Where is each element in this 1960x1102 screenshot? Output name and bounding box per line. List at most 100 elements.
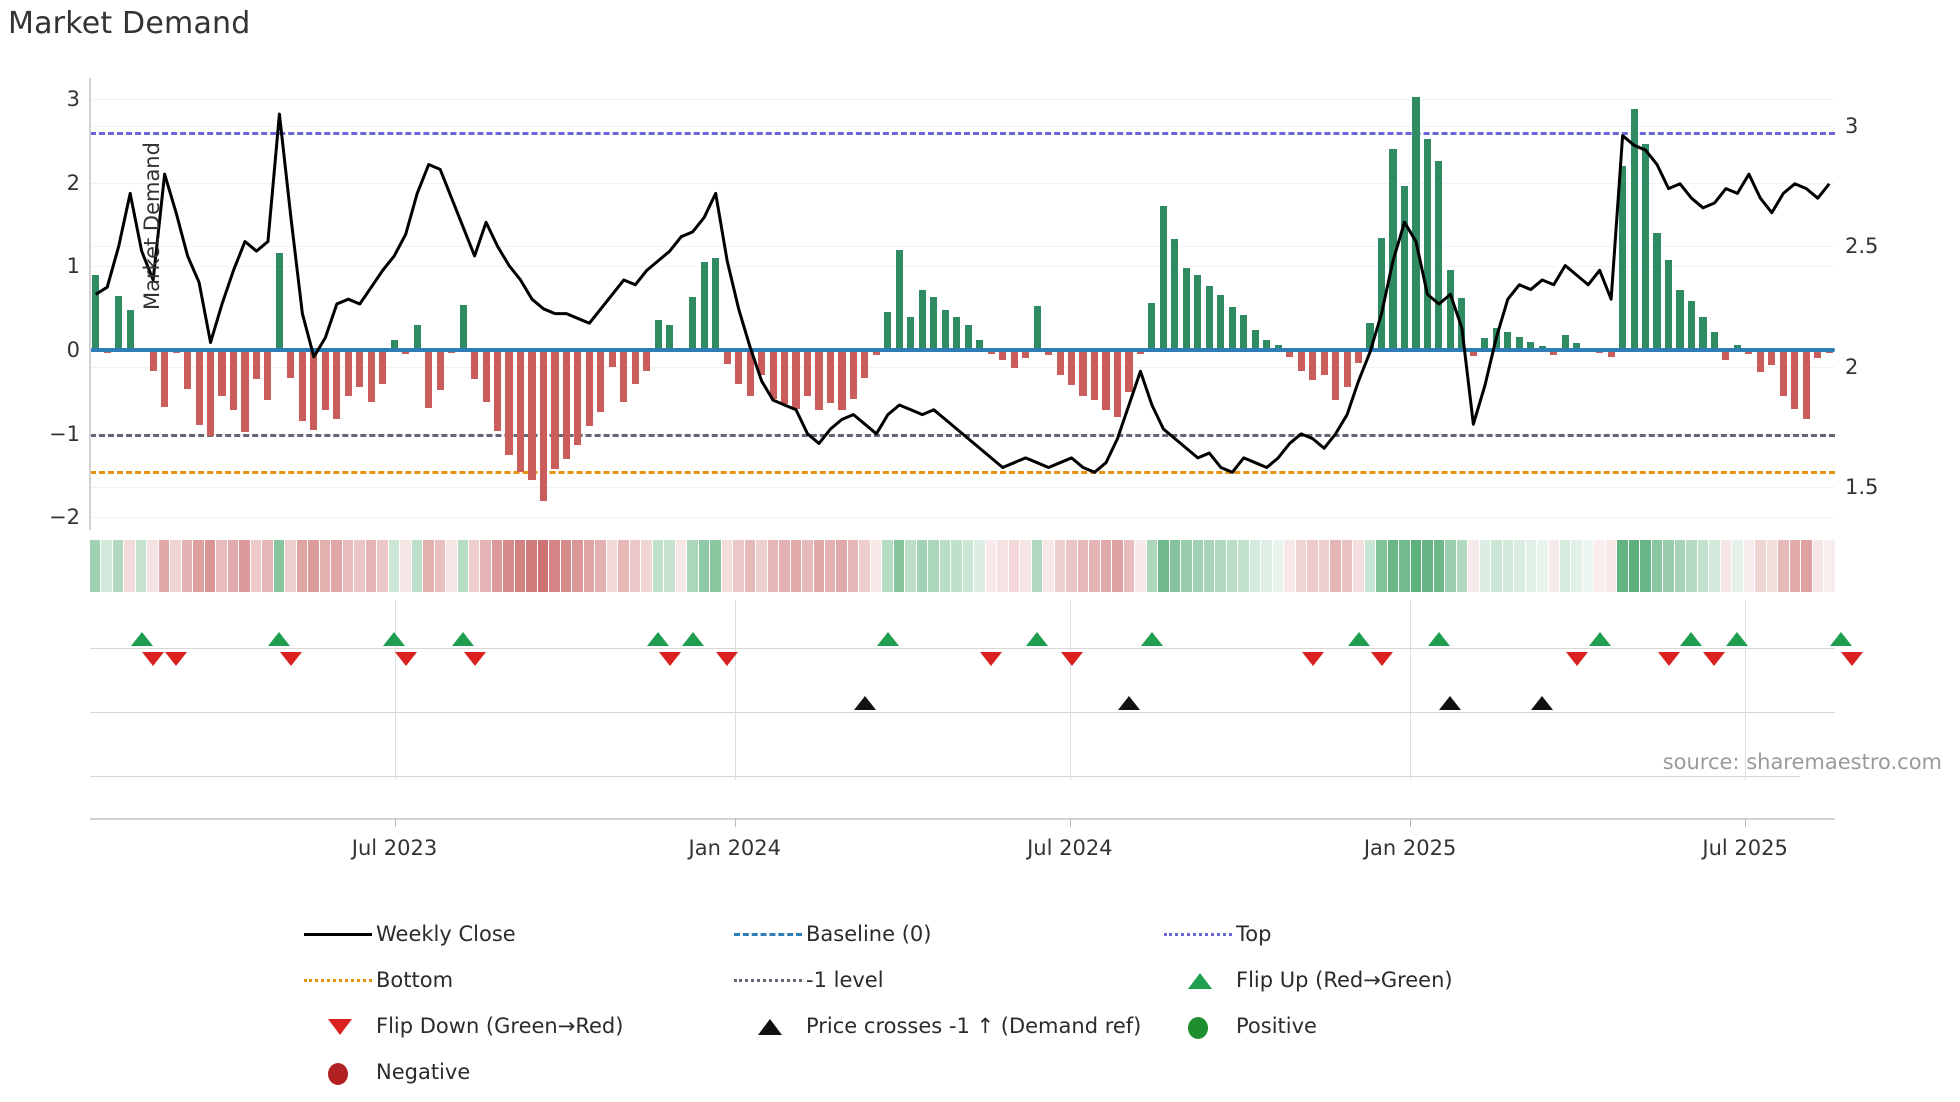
gridline-right (90, 486, 1835, 488)
heatmap-cell (1238, 540, 1249, 592)
legend-item-negative[interactable]: Negative (300, 1053, 730, 1091)
legend-item-baseline-0[interactable]: Baseline (0) (730, 915, 1160, 953)
heatmap-cell (1697, 540, 1709, 592)
demand-bar (367, 350, 375, 402)
demand-bar (758, 350, 766, 376)
demand-bar (769, 350, 777, 399)
legend-item-positive[interactable]: Positive (1160, 1007, 1590, 1045)
demand-bar (195, 350, 203, 426)
demand-bar (712, 257, 720, 351)
flip-up-marker (1588, 632, 1611, 646)
right-axis-tick-label: 2.5 (1845, 234, 1879, 259)
legend-item-price-crosses-1-demand-ref[interactable]: Price crosses -1 ↑ (Demand ref) (730, 1007, 1160, 1045)
heatmap-cell (158, 540, 170, 592)
legend-item-bottom[interactable]: Bottom (300, 961, 730, 999)
left-axis-tick-label: 0 (66, 338, 80, 363)
legend-item-top[interactable]: Top (1160, 915, 1590, 953)
legend-item-1-level[interactable]: -1 level (730, 961, 1160, 999)
heatmap-cell (1456, 540, 1468, 592)
flip-down-marker (1657, 652, 1680, 666)
demand-bar (1607, 350, 1615, 357)
demand-bar (562, 350, 570, 459)
demand-bar (149, 350, 157, 371)
demand-bar (815, 350, 823, 411)
demand-bar (1251, 329, 1259, 351)
heatmap-cell (1330, 540, 1341, 592)
marker-row-line (90, 776, 1800, 777)
dashed-line-icon (730, 924, 806, 944)
demand-bar (310, 350, 318, 430)
legend-item-flip-down-green-red[interactable]: Flip Down (Green→Red) (300, 1007, 730, 1045)
heatmap-cell (1651, 540, 1663, 592)
demand-bar (321, 350, 329, 411)
demand-bar (884, 312, 892, 351)
heatmap-cell (1410, 540, 1422, 592)
demand-bar (1814, 350, 1822, 359)
flip-up-marker (647, 632, 670, 646)
page-title: Market Demand (8, 6, 251, 41)
heatmap-cell (1008, 540, 1020, 592)
heatmap-cell (882, 540, 893, 592)
heatmap-cell (825, 540, 836, 592)
heatmap-cell (250, 540, 262, 592)
price-cross-marker (1439, 696, 1462, 710)
heatmap-cell (227, 540, 239, 592)
demand-bar (1309, 350, 1317, 381)
demand-bar (1159, 206, 1167, 351)
heatmap-cell (124, 540, 135, 592)
plot-background (90, 78, 1835, 530)
heatmap-cell (1537, 540, 1548, 592)
legend-item-label: Bottom (376, 968, 454, 992)
heatmap-cell (1158, 540, 1169, 592)
legend-item-weekly-close[interactable]: Weekly Close (300, 915, 730, 953)
heatmap-cell (1674, 540, 1686, 592)
demand-bar (1045, 350, 1053, 356)
heatmap-cell (1031, 540, 1043, 592)
heatmap-cell (135, 540, 147, 592)
demand-bar (1125, 350, 1133, 392)
demand-bar (1561, 334, 1569, 351)
heatmap-cell (859, 540, 870, 592)
flip-up-marker (383, 632, 406, 646)
demand-bar (229, 350, 238, 411)
demand-bar (551, 350, 559, 469)
gridline-right (90, 246, 1835, 248)
demand-bar (987, 350, 995, 355)
legend-item-flip-up-red-green[interactable]: Flip Up (Red→Green) (1160, 961, 1590, 999)
demand-bar (746, 350, 754, 397)
demand-bar (1389, 149, 1397, 351)
demand-bar (723, 350, 731, 365)
heatmap-cell (1732, 540, 1743, 592)
right-axis-tick-label: 2 (1845, 354, 1859, 379)
demand-bar (1010, 350, 1018, 369)
demand-bar (1642, 144, 1650, 351)
heatmap-cell (1686, 540, 1697, 592)
demand-bar (792, 350, 800, 409)
flip-up-marker (130, 632, 153, 646)
legend-symbol (734, 933, 802, 936)
heatmap-cell (710, 540, 721, 592)
marker-row-line (90, 712, 1835, 713)
demand-bar (895, 249, 903, 351)
demand-bar (1148, 303, 1156, 351)
demand-bar (459, 304, 467, 351)
heatmap-cell (1192, 540, 1203, 592)
heatmap-cell (1514, 540, 1525, 592)
heatmap-cell (1640, 540, 1651, 592)
marker-row-line (90, 648, 1835, 649)
left-axis-tick-label: −2 (49, 505, 80, 530)
demand-bar (241, 350, 249, 433)
heatmap-cell (434, 540, 446, 592)
demand-bar (1630, 108, 1638, 351)
demand-bar (356, 350, 364, 387)
flip-up-marker (1347, 632, 1370, 646)
right-axis-tick-label: 1.5 (1845, 474, 1879, 499)
demand-bar (126, 309, 134, 351)
source-attribution: source: sharemaestro.com (1662, 750, 1942, 774)
heatmap-cell (1491, 540, 1502, 592)
demand-bar (1745, 350, 1753, 355)
solid-line-icon (300, 924, 376, 944)
demand-bar (402, 350, 410, 355)
price-cross-marker (1117, 696, 1140, 710)
heatmap-cell (1387, 540, 1399, 592)
